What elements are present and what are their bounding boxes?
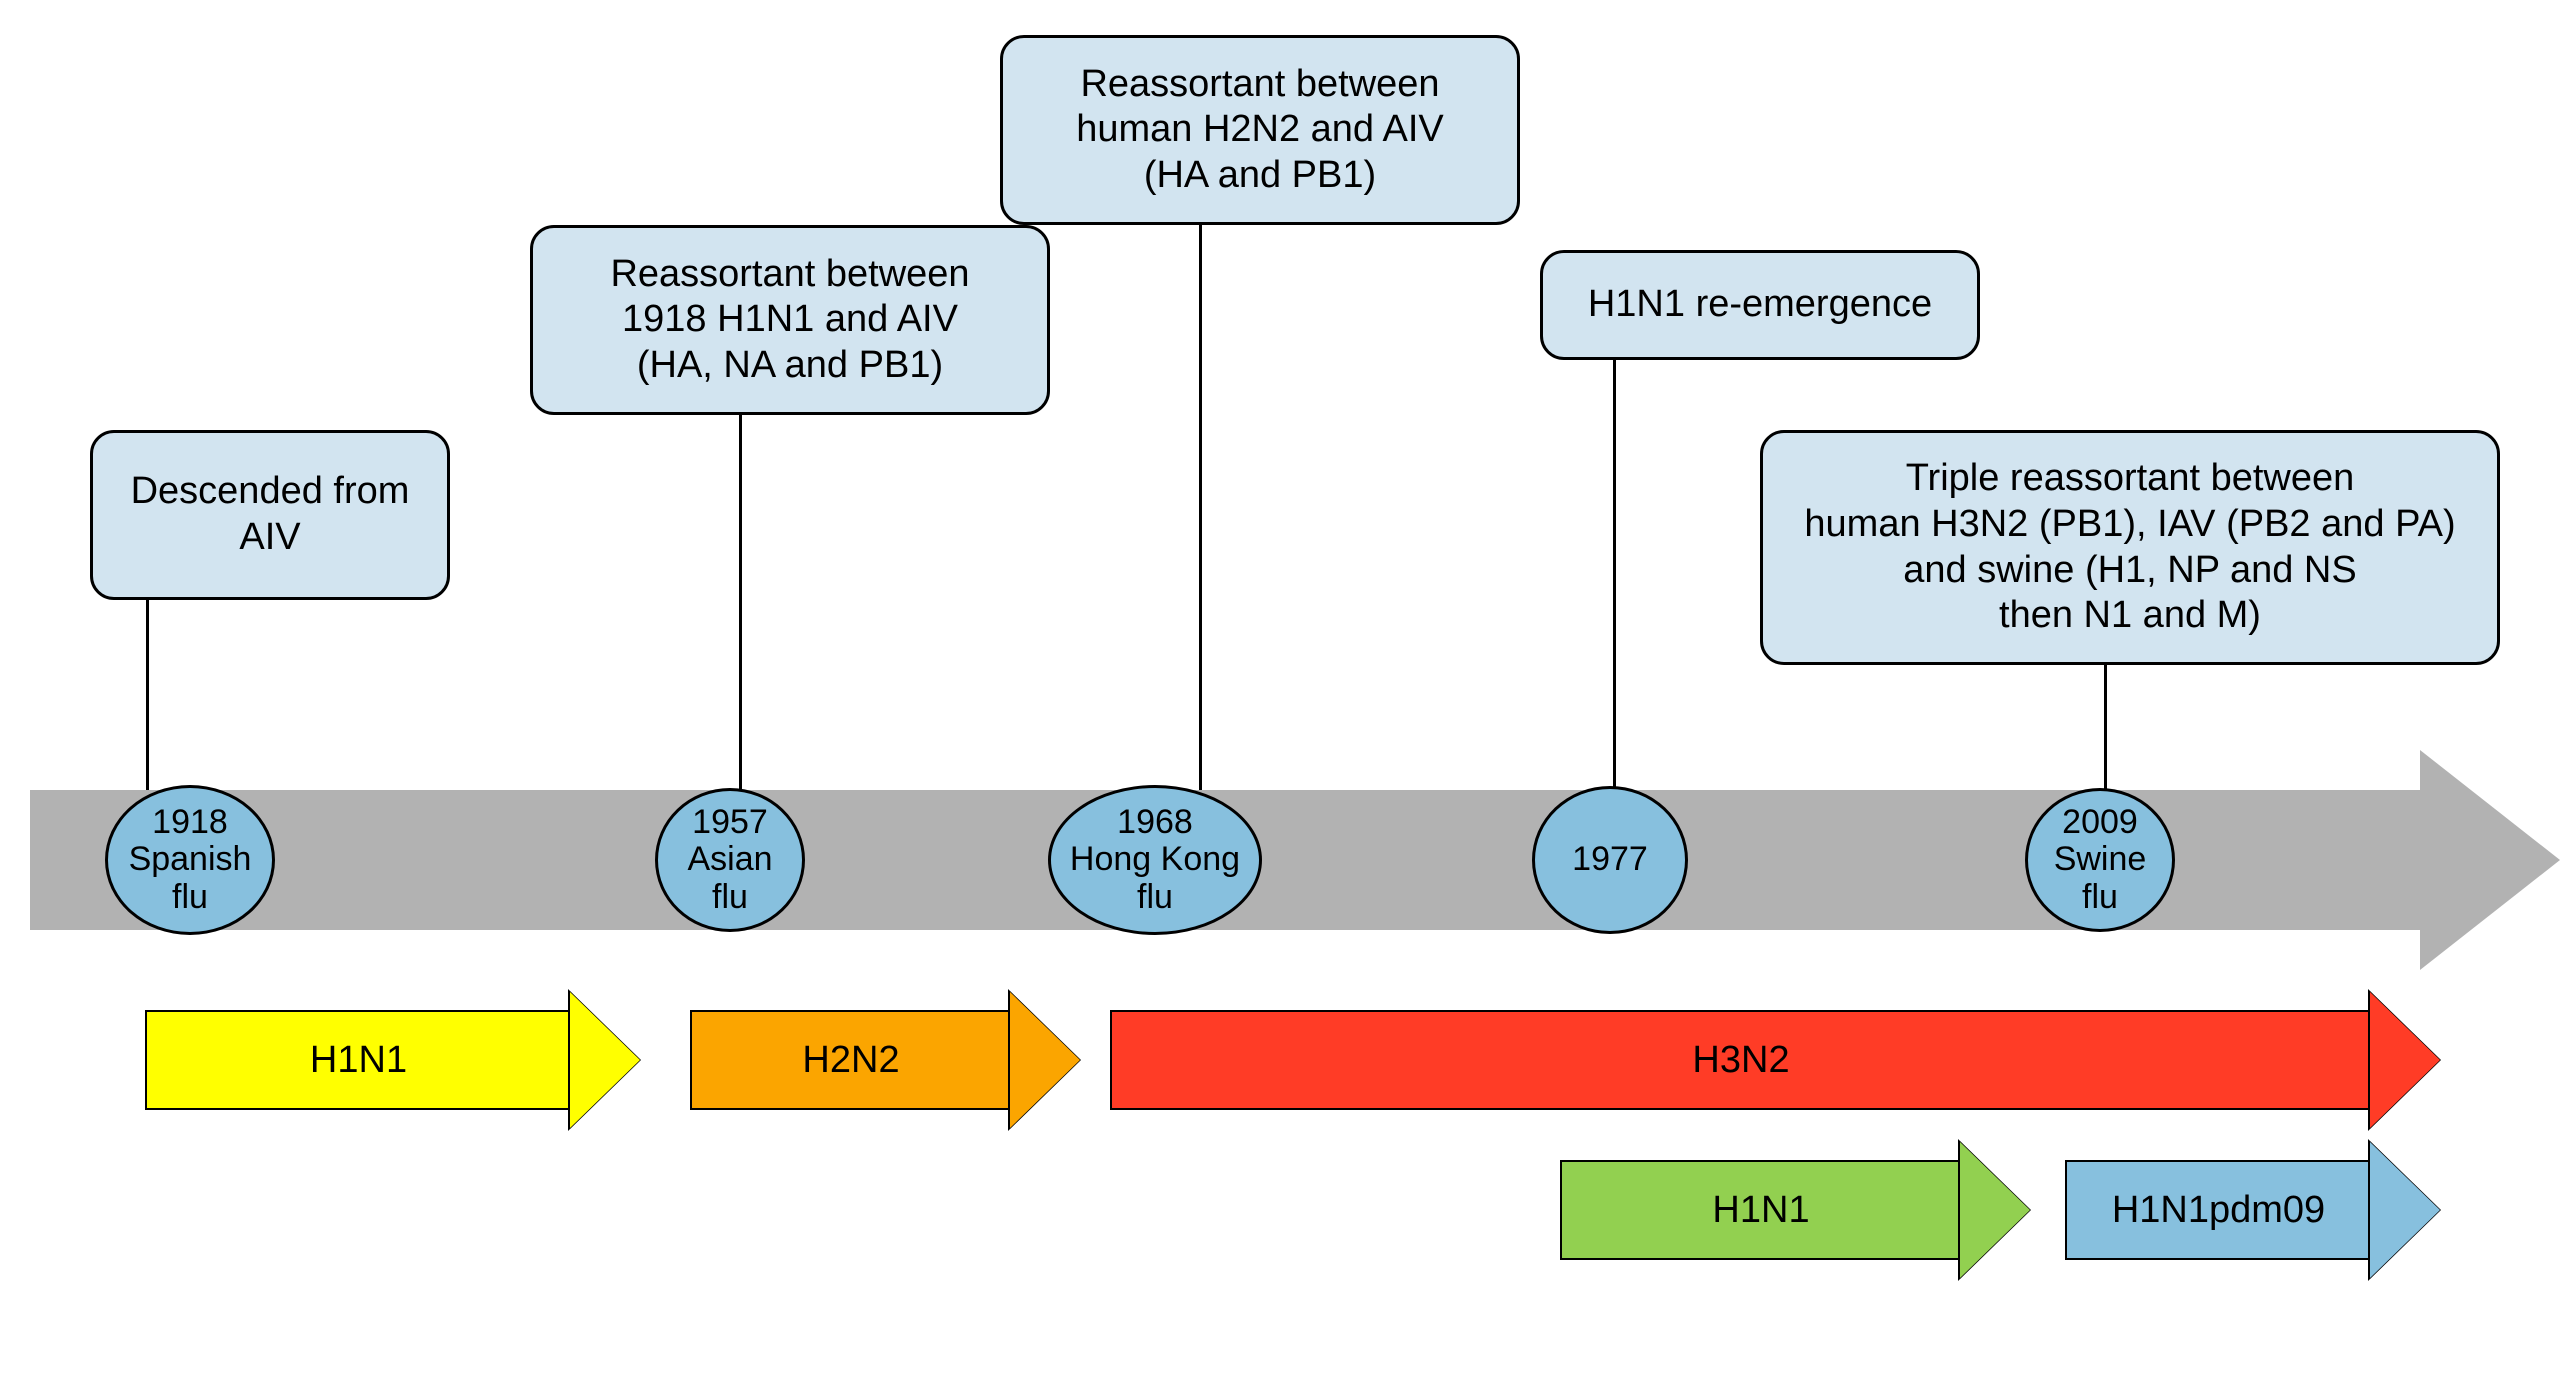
- connector-1977: [1613, 360, 1616, 790]
- callout-1977: H1N1 re-emergence: [1540, 250, 1980, 360]
- diagram-root: { "canvas": { "width": 2560, "height": 1…: [0, 0, 2560, 1373]
- callout-text: Reassortant between1918 H1N1 and AIV(HA,…: [610, 252, 969, 389]
- strain-label: H3N2: [1692, 1039, 1789, 1082]
- strain-h2n2: H2N2: [690, 1010, 1010, 1110]
- event-circle-1968: 1968Hong Kongflu: [1048, 785, 1262, 935]
- connector-1918: [146, 600, 149, 790]
- strain-label: H2N2: [802, 1039, 899, 1082]
- event-circle-1977: 1977: [1532, 786, 1688, 934]
- strain-h2n2-head: [1010, 992, 1080, 1128]
- callout-text: Descended fromAIV: [131, 469, 410, 560]
- strain-label: H1N1: [1712, 1189, 1809, 1232]
- circle-label: 2009Swineflu: [2054, 804, 2147, 916]
- circle-label: 1918Spanishflu: [129, 804, 252, 916]
- callout-text: Reassortant betweenhuman H2N2 and AIV(HA…: [1076, 62, 1444, 199]
- strain-label: H1N1pdm09: [2112, 1189, 2325, 1232]
- callout-text: H1N1 re-emergence: [1588, 282, 1932, 328]
- strain-h1n1pdm: H1N1pdm09: [2065, 1160, 2370, 1260]
- circle-label: 1968Hong Kongflu: [1070, 804, 1240, 916]
- strain-h3n2-head: [2370, 992, 2440, 1128]
- callout-1957: Reassortant between1918 H1N1 and AIV(HA,…: [530, 225, 1050, 415]
- strain-h1n1-a-head: [570, 992, 640, 1128]
- callout-text: Triple reassortant betweenhuman H3N2 (PB…: [1804, 456, 2455, 638]
- event-circle-1957: 1957Asianflu: [655, 788, 805, 932]
- strain-h1n1-a: H1N1: [145, 1010, 570, 1110]
- connector-1968: [1199, 225, 1202, 790]
- callout-1918: Descended fromAIV: [90, 430, 450, 600]
- event-circle-1918: 1918Spanishflu: [105, 785, 275, 935]
- connector-2009: [2104, 665, 2107, 790]
- strain-h1n1-b: H1N1: [1560, 1160, 1960, 1260]
- callout-2009: Triple reassortant betweenhuman H3N2 (PB…: [1760, 430, 2500, 665]
- strain-h1n1-b-head: [1960, 1142, 2030, 1278]
- strain-h1n1pdm-head: [2370, 1142, 2440, 1278]
- circle-label: 1977: [1572, 841, 1648, 878]
- connector-1957: [739, 415, 742, 790]
- timeline-arrowhead: [2420, 750, 2560, 970]
- circle-label: 1957Asianflu: [687, 804, 772, 916]
- strain-h3n2: H3N2: [1110, 1010, 2370, 1110]
- strain-label: H1N1: [310, 1039, 407, 1082]
- event-circle-2009: 2009Swineflu: [2025, 788, 2175, 932]
- callout-1968: Reassortant betweenhuman H2N2 and AIV(HA…: [1000, 35, 1520, 225]
